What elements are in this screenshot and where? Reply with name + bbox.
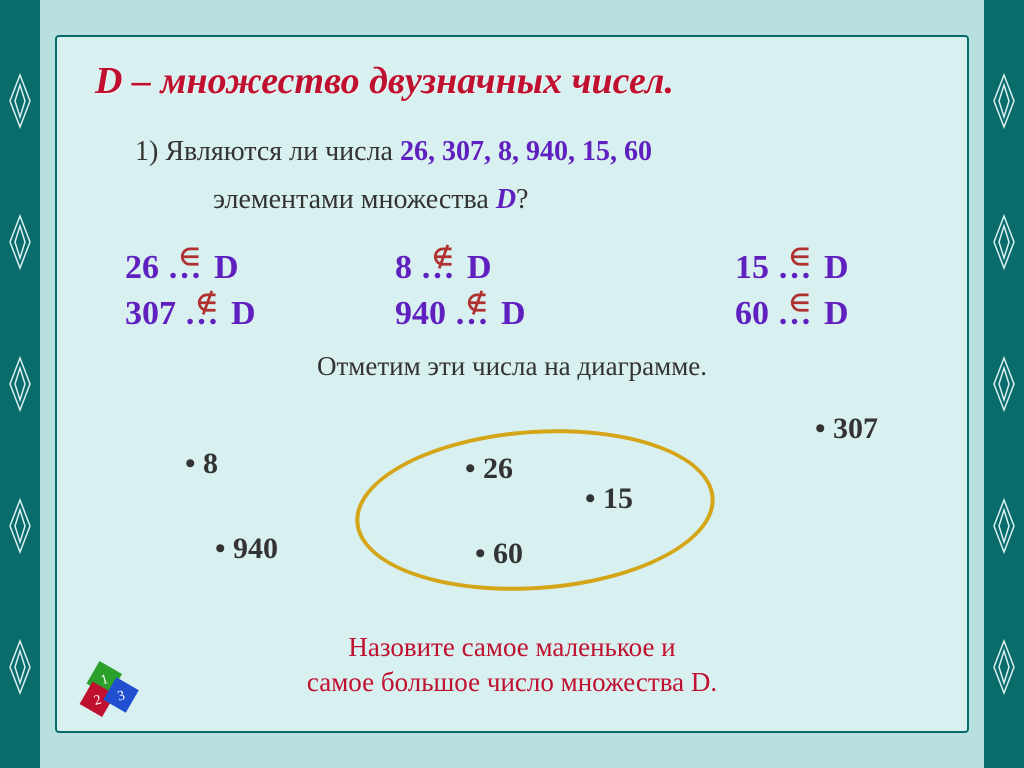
corner-decor-icon: 1 2 3 [63, 645, 153, 725]
ornament-icon [6, 212, 34, 272]
diagram-point: • 307 [815, 412, 878, 446]
slide-content: D – множество двузначных чисел. 1) Являю… [55, 35, 969, 733]
question-numbers: 26, 307, 8, 940, 15, 60 [400, 136, 652, 167]
membership-cell: 60 … ∈ D [735, 295, 935, 333]
ornament-icon [6, 496, 34, 556]
membership-D: D [214, 249, 239, 286]
membership-symbol: ∈ [789, 243, 812, 272]
membership-number: 940 [395, 295, 446, 332]
ornament-icon [990, 71, 1018, 131]
ornament-icon [6, 637, 34, 697]
bottom-prompt: Назовите самое маленькое и самое большое… [95, 630, 929, 700]
venn-diagram: • 8 • 26 • 15 • 307 • 940 • 60 [95, 392, 929, 622]
membership-D: D [824, 295, 849, 332]
ornament-icon [990, 496, 1018, 556]
membership-D: D [467, 249, 492, 286]
membership-cell: 15 … ∈ D [735, 249, 935, 287]
membership-number: 307 [125, 295, 176, 332]
membership-grid: 26 … ∈ D 8 … ∉ D 15 … ∈ D 307 … ∉ D 940 … [125, 249, 929, 333]
decorative-border-right [984, 0, 1024, 768]
membership-number: 60 [735, 295, 769, 332]
question-set-letter: D [496, 184, 516, 215]
slide-title: D – множество двузначных чисел. [95, 59, 929, 103]
membership-D: D [231, 295, 256, 332]
membership-dots: … ∉ [185, 295, 232, 332]
bottom-line1: Назовите самое маленькое и [348, 632, 675, 662]
membership-symbol: ∉ [466, 289, 489, 318]
membership-symbol: ∉ [432, 243, 455, 272]
question-prefix: 1) Являются ли числа [135, 136, 400, 167]
membership-D: D [824, 249, 849, 286]
bottom-line2: самое большое число множества D. [307, 667, 717, 697]
membership-dots: … ∈ [168, 249, 215, 286]
membership-D: D [501, 295, 526, 332]
membership-dots: … ∈ [778, 295, 825, 332]
ornament-icon [990, 212, 1018, 272]
diagram-point: • 26 [465, 452, 513, 486]
question-line2-before: элементами множества [213, 184, 496, 215]
ornament-icon [990, 637, 1018, 697]
ornament-icon [6, 71, 34, 131]
diagram-point: • 8 [185, 447, 218, 481]
membership-cell: 8 … ∉ D [395, 249, 695, 287]
decorative-border-left [0, 0, 40, 768]
membership-cell: 940 … ∉ D [395, 295, 695, 333]
membership-dots: … ∈ [778, 249, 825, 286]
membership-number: 15 [735, 249, 769, 286]
membership-number: 26 [125, 249, 159, 286]
diagram-point: • 940 [215, 532, 278, 566]
diagram-point: • 15 [585, 482, 633, 516]
ornament-icon [990, 354, 1018, 414]
set-ellipse [350, 418, 720, 603]
membership-dots: … ∉ [421, 249, 468, 286]
membership-symbol: ∈ [179, 243, 202, 272]
membership-cell: 307 … ∉ D [125, 295, 355, 333]
membership-dots: … ∉ [455, 295, 502, 332]
membership-cell: 26 … ∈ D [125, 249, 355, 287]
question-block: 1) Являются ли числа 26, 307, 8, 940, 15… [135, 131, 929, 221]
membership-number: 8 [395, 249, 412, 286]
membership-symbol: ∈ [789, 289, 812, 318]
ornament-icon [6, 354, 34, 414]
diagram-note: Отметим эти числа на диаграмме. [95, 351, 929, 382]
diagram-point: • 60 [475, 537, 523, 571]
membership-symbol: ∉ [196, 289, 219, 318]
question-line2-after: ? [516, 184, 528, 215]
